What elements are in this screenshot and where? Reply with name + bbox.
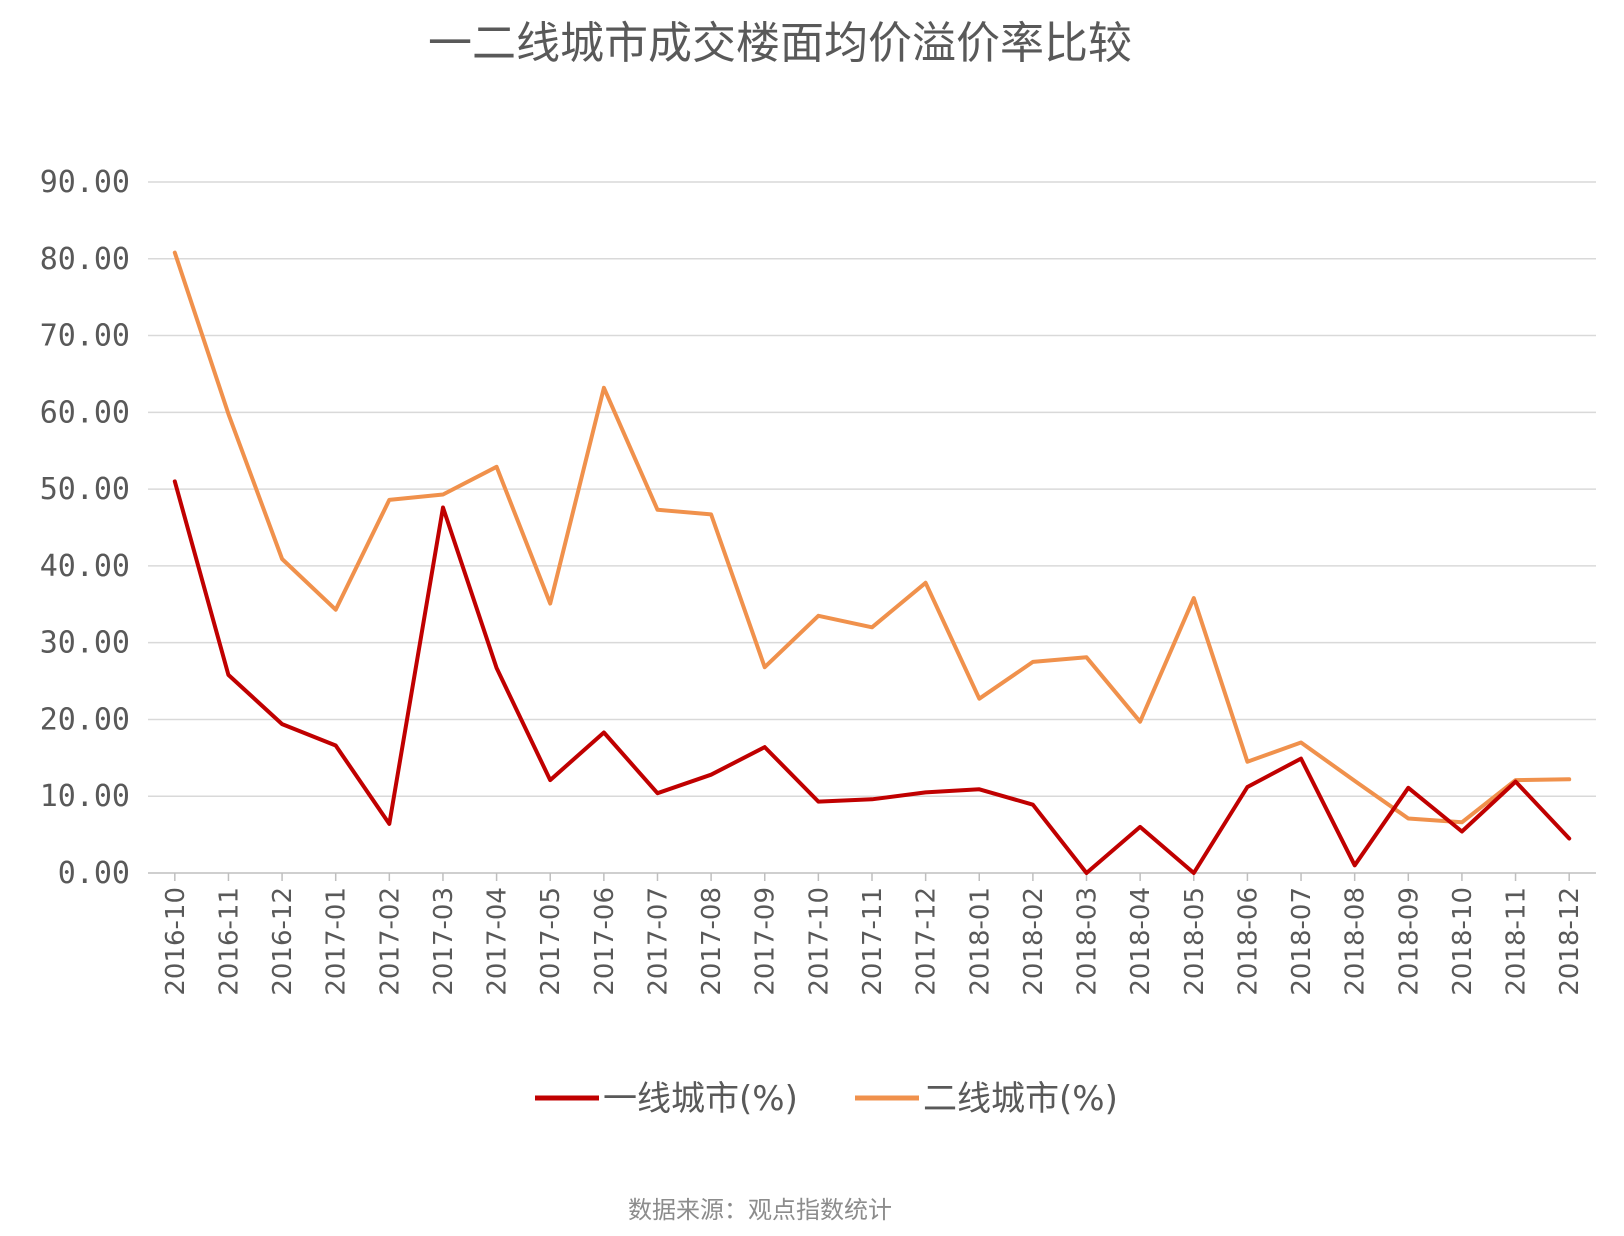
series-line-2 <box>172 250 1572 825</box>
x-tick-label: 2018-03 <box>1073 887 1103 996</box>
series-line-1 <box>172 479 1572 875</box>
x-tick-label: 2017-04 <box>483 887 513 996</box>
x-tick-label: 2018-07 <box>1287 887 1317 996</box>
series-lines <box>172 250 1572 875</box>
x-tick-label: 2016-11 <box>214 887 244 996</box>
x-tick-label: 2017-01 <box>322 887 352 996</box>
x-tick-label: 2017-09 <box>751 887 781 996</box>
chart-title: 一二线城市成交楼面均价溢价率比较 <box>428 18 1132 69</box>
x-tick-label: 2018-08 <box>1341 887 1371 996</box>
x-tick-label: 2017-07 <box>643 887 673 996</box>
y-tick-label: 40.00 <box>40 549 130 584</box>
x-tick-label: 2018-11 <box>1502 887 1532 996</box>
y-tick-label: 80.00 <box>40 242 130 277</box>
x-tick-label: 2018-06 <box>1233 887 1263 996</box>
y-tick-label: 10.00 <box>40 779 130 814</box>
x-axis-ticks: 2016-10 2016-11 2016-12 2017-01 2017-02 2017-… <box>161 873 1585 996</box>
x-tick-label: 2017-05 <box>536 887 566 996</box>
x-tick-label: 2017-03 <box>429 887 459 996</box>
x-tick-label: 2017-08 <box>697 887 727 996</box>
x-tick-label: 2018-02 <box>1019 887 1049 996</box>
x-tick-label: 2016-12 <box>268 887 298 996</box>
gridlines <box>148 181 1596 874</box>
x-tick-label: 2017-06 <box>590 887 620 996</box>
x-tick-label: 2017-12 <box>912 887 942 996</box>
x-tick-label: 2017-11 <box>858 887 888 996</box>
x-tick-label: 2018-12 <box>1555 887 1585 996</box>
x-tick-label: 2017-10 <box>804 887 834 996</box>
y-axis-ticks: 0.00 10.00 20.00 30.00 40.00 50.00 60.00 70.00 8… <box>40 165 130 891</box>
legend-label-2: 二线城市(%) <box>923 1079 1118 1119</box>
x-tick-label: 2018-09 <box>1394 887 1424 996</box>
y-tick-label: 70.00 <box>40 319 130 354</box>
x-tick-label: 2017-02 <box>375 887 405 996</box>
y-tick-label: 90.00 <box>40 165 130 200</box>
x-tick-label: 2018-01 <box>965 887 995 996</box>
legend-label-1: 一线城市(%) <box>603 1079 798 1119</box>
x-tick-label: 2016-10 <box>161 887 191 996</box>
y-tick-label: 60.00 <box>40 395 130 430</box>
y-tick-label: 20.00 <box>40 702 130 737</box>
data-source-note: 数据来源：观点指数统计 <box>628 1196 892 1224</box>
legend: 一线城市(%) 二线城市(%) <box>535 1079 1118 1119</box>
y-tick-label: 30.00 <box>40 626 130 661</box>
y-tick-label: 50.00 <box>40 472 130 507</box>
x-tick-label: 2018-05 <box>1180 887 1210 996</box>
y-tick-label: 0.00 <box>58 856 130 891</box>
x-tick-label: 2018-10 <box>1448 887 1478 996</box>
x-tick-label: 2018-04 <box>1126 887 1156 996</box>
